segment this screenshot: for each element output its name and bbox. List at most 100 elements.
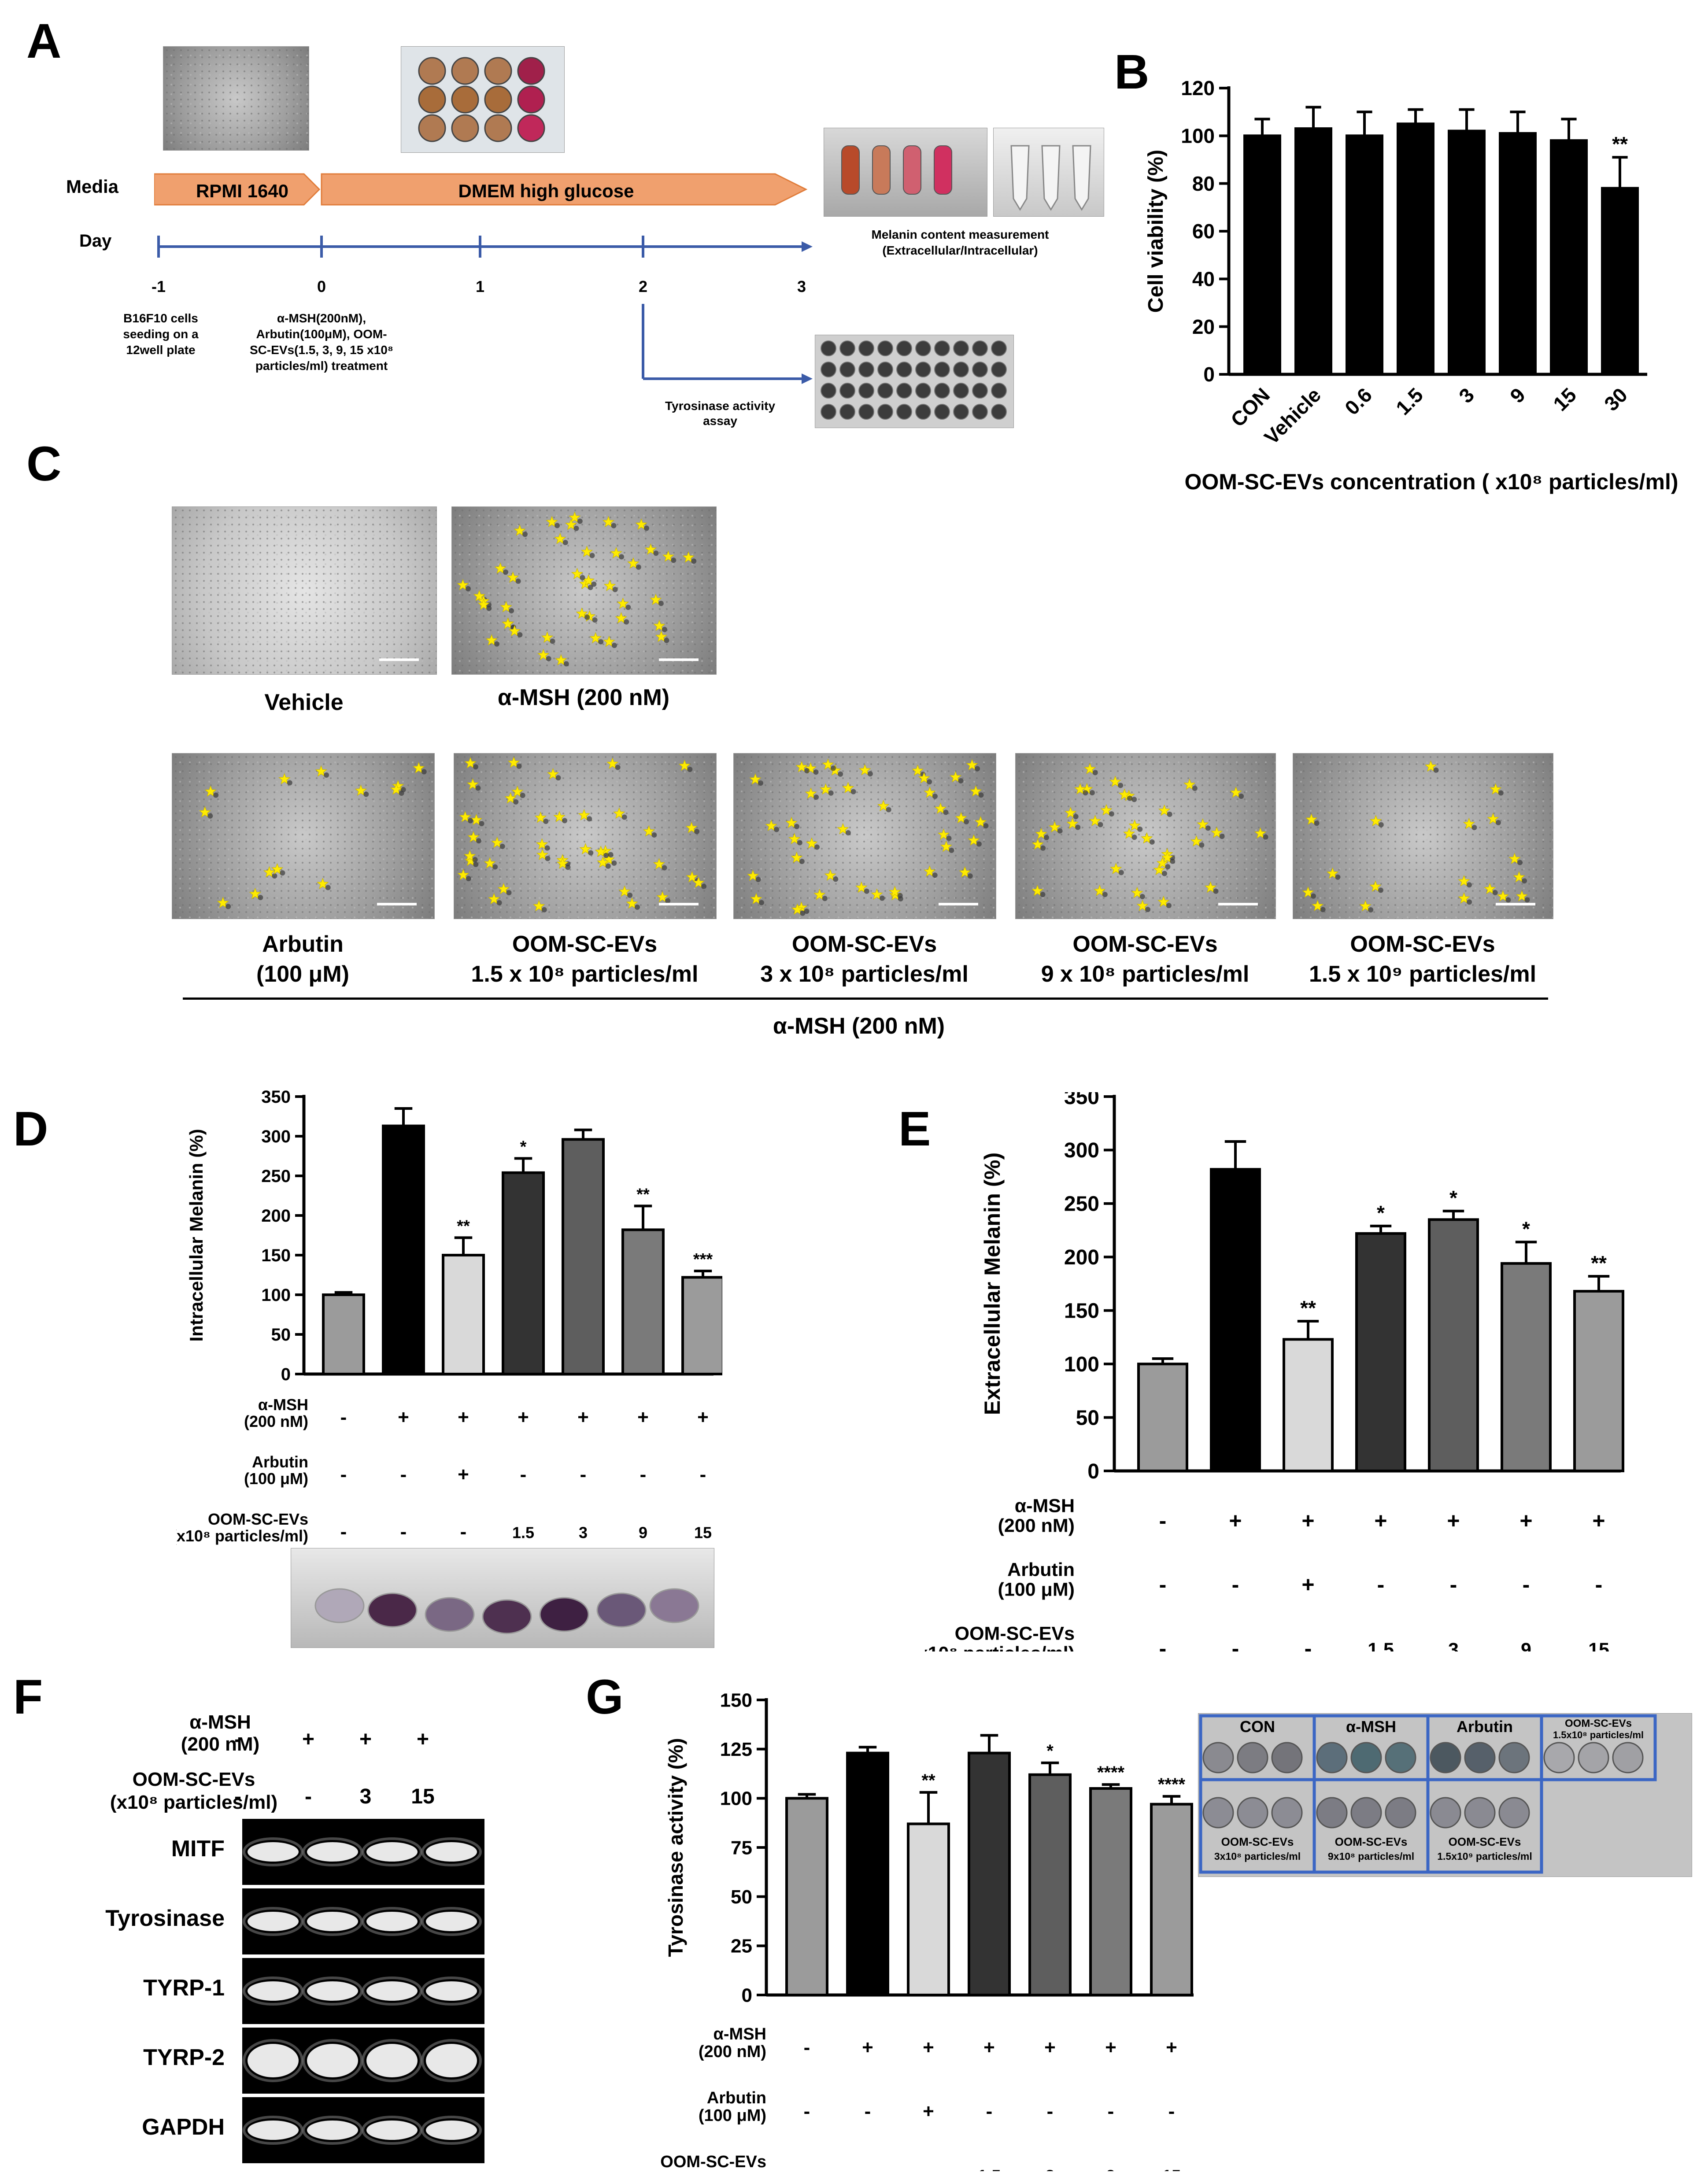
empty-tubes-photo xyxy=(993,128,1104,217)
treatment-value: 9 xyxy=(639,1524,647,1542)
y-tick-label: 250 xyxy=(1064,1193,1099,1216)
treatment-value: + xyxy=(1447,1508,1460,1533)
cell-marker-star xyxy=(1094,884,1106,896)
bar xyxy=(1499,132,1537,376)
treatment-value: 3 xyxy=(1045,2167,1054,2171)
plate-well xyxy=(1612,1742,1644,1773)
well xyxy=(953,362,969,377)
gel-band xyxy=(426,1842,477,1862)
cell-marker-star xyxy=(692,876,705,888)
cell-marker-star xyxy=(413,761,425,774)
y-tick-label: 300 xyxy=(261,1127,291,1146)
well xyxy=(934,404,950,420)
svg-text:3x10⁸ particles/ml: 3x10⁸ particles/ml xyxy=(1214,1851,1301,1862)
tubes-photo xyxy=(824,128,987,217)
plate-label: CON xyxy=(1240,1718,1275,1736)
cell-marker-star xyxy=(1458,875,1470,887)
plate-well xyxy=(1237,1742,1268,1773)
well xyxy=(839,404,855,420)
cell-marker-star xyxy=(1463,817,1475,829)
cell-marker-star xyxy=(678,759,691,771)
micrograph-arbutin xyxy=(172,753,435,919)
treatment-label: (100 μM) xyxy=(244,1470,308,1488)
label-msh: α-MSH (200 nM) xyxy=(497,685,670,710)
y-tick-label: 50 xyxy=(1076,1406,1099,1430)
well xyxy=(839,362,855,377)
f-evs-value: - xyxy=(234,1785,241,1808)
cell-marker-star xyxy=(502,617,514,629)
treatment-value: + xyxy=(697,1407,709,1428)
msh-group-label: α-MSH (200 nM) xyxy=(773,1013,945,1039)
cell-marker-star xyxy=(1031,884,1044,896)
bar xyxy=(1355,1232,1406,1473)
f-evs-value: 3 xyxy=(360,1785,372,1808)
cell-marker-star xyxy=(749,773,762,785)
f-evs-value: 15 xyxy=(411,1785,434,1808)
y-tick-label: 100 xyxy=(720,1788,752,1810)
well xyxy=(934,383,950,399)
well xyxy=(972,340,988,356)
cell-marker-star xyxy=(500,601,512,613)
bar xyxy=(1210,1168,1261,1472)
treatment-value: - xyxy=(1232,1636,1239,1651)
panel-label-e: E xyxy=(898,1102,931,1156)
bar-group xyxy=(322,1291,365,1375)
bar xyxy=(907,1822,950,1996)
well xyxy=(821,404,836,420)
cell-marker-star xyxy=(457,868,470,880)
bar xyxy=(968,1751,1011,1997)
cell-marker-star xyxy=(602,516,615,528)
cell-marker-star xyxy=(580,545,593,558)
treatment-label: Arbutin xyxy=(707,2089,766,2107)
treatment-label: Arbutin xyxy=(252,1453,308,1471)
bar-group xyxy=(1550,118,1588,376)
treatment-value: - xyxy=(1159,1636,1167,1651)
cell-marker-star xyxy=(662,550,675,562)
plate-well xyxy=(1543,1742,1575,1773)
cell-marker-star xyxy=(1156,857,1169,868)
bar-group: * xyxy=(1028,1741,1072,1996)
cell-marker-star xyxy=(1497,890,1509,902)
y-axis: 0 20 40 60 80 100 120 xyxy=(1181,77,1647,386)
well xyxy=(877,340,893,356)
cell-marker-star xyxy=(1424,760,1437,772)
treatment-value: - xyxy=(804,2164,810,2171)
bar-group xyxy=(1397,108,1434,376)
cell-marker-star xyxy=(466,778,479,790)
svg-text:1.5x10⁹ particles/ml: 1.5x10⁹ particles/ml xyxy=(1437,1851,1532,1862)
y-tick-label: 60 xyxy=(1192,220,1215,243)
x-tick-label: 1.5 xyxy=(1391,383,1427,419)
f-msh-value: - xyxy=(234,1728,241,1751)
significance-label: * xyxy=(1377,1201,1385,1224)
bar xyxy=(1137,1363,1188,1473)
cell-marker-star xyxy=(1141,832,1153,844)
y-tick-label: 100 xyxy=(261,1286,291,1305)
bar xyxy=(1346,134,1383,376)
bar xyxy=(1448,129,1486,376)
treatment-value: 9 xyxy=(1106,2167,1115,2171)
cell-marker-star xyxy=(653,619,665,632)
cell-marker-star xyxy=(1311,899,1324,912)
treatment-value: - xyxy=(400,1464,407,1485)
day-1: 1 xyxy=(475,277,485,296)
treatment-value: - xyxy=(520,1464,527,1485)
cell-marker-star xyxy=(686,871,699,883)
treatment-value: + xyxy=(1374,1508,1387,1533)
treatment-label: α-MSH xyxy=(714,2025,766,2043)
plate-well xyxy=(1316,1797,1348,1829)
well xyxy=(934,362,950,377)
panel-label-a: A xyxy=(26,14,62,68)
gel-band xyxy=(307,2121,358,2140)
treatment-label: (100 μM) xyxy=(998,1579,1075,1600)
melanin-tubes-photo xyxy=(291,1548,714,1648)
significance-label: * xyxy=(1449,1186,1457,1209)
cell-marker-star xyxy=(536,848,549,861)
bar xyxy=(322,1293,365,1375)
y-tick-label: 250 xyxy=(261,1167,291,1186)
cell-marker-star xyxy=(217,896,229,909)
chart-b-xlabel: OOM-SC-EVs concentration ( x10⁸ particle… xyxy=(1184,469,1678,494)
cell-marker-star xyxy=(317,877,329,890)
cell-marker-star xyxy=(949,771,962,783)
bar-group: * xyxy=(1501,1217,1552,1472)
bar xyxy=(502,1171,545,1376)
